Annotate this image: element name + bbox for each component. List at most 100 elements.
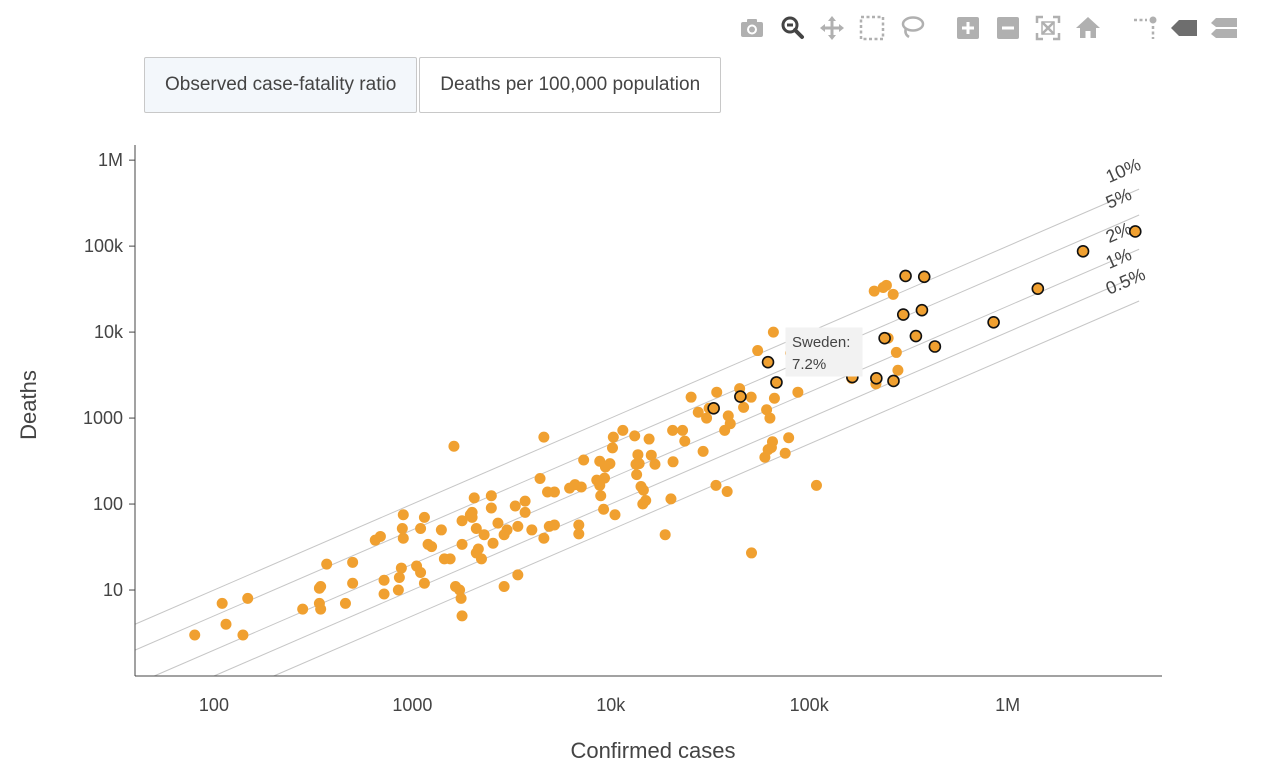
cfr-button[interactable]: Observed case-fatality ratio (144, 57, 418, 113)
data-point (415, 566, 427, 578)
highlighted-point (887, 374, 900, 388)
hover-compare-icon (1211, 18, 1237, 38)
data-point (448, 440, 460, 452)
data-point (534, 473, 546, 485)
data-point (509, 500, 521, 512)
data-points (189, 225, 1142, 641)
reset-axes-button[interactable] (1071, 11, 1105, 45)
hover-closest-button[interactable] (1167, 11, 1201, 45)
zoom-in-button[interactable] (951, 11, 985, 45)
data-point (498, 580, 510, 592)
hover-tooltip: Sweden: 7.2% (785, 327, 863, 377)
data-point (887, 288, 899, 300)
ratio-line-label: 5% (1103, 184, 1135, 213)
data-point (598, 503, 610, 515)
data-point (667, 456, 679, 468)
data-point (487, 537, 499, 549)
data-point (485, 502, 497, 514)
spike-lines-button[interactable] (1127, 11, 1161, 45)
data-point (315, 603, 327, 615)
highlighted-point (896, 308, 910, 321)
data-point (418, 577, 430, 589)
data-point (415, 522, 427, 534)
data-point (599, 472, 611, 484)
data-point (604, 458, 616, 470)
data-point (578, 454, 590, 466)
data-point (374, 530, 386, 542)
data-point (347, 556, 359, 568)
ratio-line (134, 188, 1140, 625)
data-point (189, 629, 201, 641)
data-point (347, 577, 359, 589)
camera-icon (741, 19, 763, 37)
data-point (609, 509, 621, 521)
data-point (768, 392, 780, 404)
y-tick-label: 10 (103, 580, 123, 600)
y-tick-label: 1000 (83, 408, 123, 428)
x-tick-label: 100k (790, 695, 830, 715)
data-point (711, 386, 723, 398)
data-point (456, 610, 468, 622)
reset-axes-icon (1076, 17, 1100, 38)
data-point (645, 449, 657, 461)
data-point (764, 412, 776, 424)
zoom-out-button[interactable] (991, 11, 1025, 45)
data-point (752, 345, 764, 357)
data-point (575, 481, 587, 493)
data-point (396, 522, 408, 534)
box-select-button[interactable] (855, 11, 889, 45)
data-point (607, 431, 619, 443)
zoom-icon (781, 16, 804, 39)
data-point (595, 490, 607, 502)
data-point (456, 515, 468, 527)
highlighted-point (899, 269, 912, 283)
data-point (633, 458, 645, 470)
data-point (237, 629, 249, 641)
zoom-in-icon (957, 17, 979, 39)
camera-button[interactable] (735, 11, 769, 45)
data-point (724, 418, 736, 430)
highlighted-point (987, 315, 1000, 329)
hover-compare-button[interactable] (1207, 11, 1241, 45)
data-point (393, 571, 405, 583)
data-point (478, 529, 490, 541)
data-point (538, 431, 550, 443)
data-point (378, 574, 390, 586)
data-point (378, 588, 390, 600)
y-axis-title: Deaths (16, 370, 41, 440)
highlighted-point (770, 376, 783, 389)
lasso-select-button[interactable] (895, 11, 929, 45)
autoscale-button[interactable] (1031, 11, 1065, 45)
plot-modebar (732, 10, 1244, 46)
deaths-per-100k-button[interactable]: Deaths per 100,000 population (419, 57, 722, 113)
data-point (466, 506, 478, 518)
highlighted-point (1031, 282, 1045, 295)
pan-button[interactable] (815, 11, 849, 45)
ratio-line (273, 300, 1140, 677)
data-point (444, 553, 456, 565)
data-point (321, 558, 333, 570)
data-point (767, 326, 779, 338)
data-point (677, 424, 689, 436)
tooltip-country: Sweden: (792, 334, 850, 351)
data-point (392, 584, 404, 596)
data-point (738, 401, 750, 413)
data-point (643, 433, 655, 445)
data-point (485, 490, 497, 502)
zoom-button[interactable] (775, 11, 809, 45)
tooltip-value: 7.2% (792, 356, 826, 373)
data-point (454, 584, 466, 596)
x-axis-title: Confirmed cases (570, 738, 735, 763)
data-point (395, 562, 407, 574)
x-tick-label: 1M (995, 695, 1020, 715)
y-tick-label: 10k (94, 322, 124, 342)
data-point (779, 447, 791, 459)
highlighted-point (928, 340, 942, 353)
x-tick-label: 1000 (392, 695, 432, 715)
data-point (890, 346, 902, 358)
data-point (761, 404, 773, 416)
data-point (617, 424, 629, 436)
highlighted-point (1128, 225, 1142, 238)
data-point (475, 553, 487, 565)
